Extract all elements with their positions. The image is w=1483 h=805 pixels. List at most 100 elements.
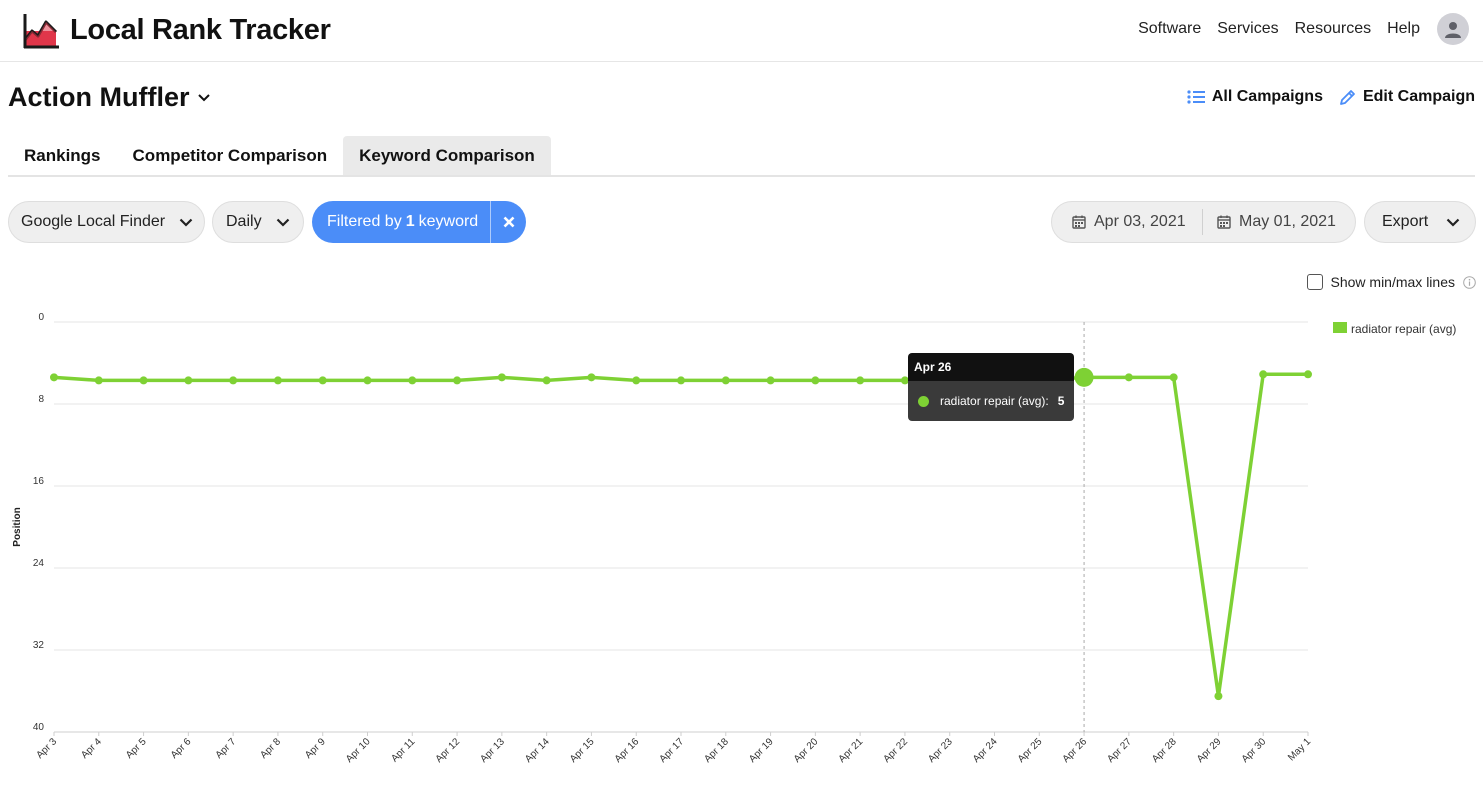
series-line <box>53 372 1308 698</box>
all-campaigns-label: All Campaigns <box>1211 88 1323 105</box>
x-tick-label: Apr 27 <box>1105 736 1134 765</box>
end-date-field[interactable]: May 01, 2021 <box>1217 201 1336 243</box>
nav-services[interactable]: Services <box>1217 20 1279 37</box>
x-tick-label: Apr 11 <box>389 736 417 764</box>
start-date-value: Apr 03, 2021 <box>1094 213 1186 230</box>
data-point <box>1214 692 1223 701</box>
x-tick-label: Apr 21 <box>837 736 866 765</box>
x-tick-label: Apr 19 <box>747 736 776 765</box>
x-tick-label: Apr 25 <box>1016 736 1045 765</box>
frequency-dropdown[interactable]: Daily <box>212 201 304 243</box>
y-tick-label: 16 <box>33 476 45 487</box>
all-campaigns-link[interactable]: All Campaigns <box>1187 88 1323 106</box>
tab-rankings[interactable]: Rankings <box>24 145 101 165</box>
brand[interactable]: Local Rank Tracker <box>22 10 331 50</box>
x-tick-label: Apr 23 <box>926 736 955 765</box>
chevron-down-icon <box>1446 218 1460 227</box>
x-tick-label: Apr 5 <box>124 736 149 761</box>
clear-filter-button[interactable] <box>491 201 526 243</box>
tooltip-row: radiator repair (avg): 5 <box>908 381 1074 421</box>
show-minmax-checkbox[interactable] <box>1306 274 1323 290</box>
x-tick-label: Apr 26 <box>1061 736 1090 765</box>
report-tabs: Rankings Competitor Comparison Keyword C… <box>8 136 1475 177</box>
data-point <box>497 373 506 382</box>
x-tick-label: Apr 16 <box>613 736 642 765</box>
x-tick-label: Apr 29 <box>1195 736 1224 765</box>
legend-swatch <box>1333 322 1347 333</box>
x-tick-label: Apr 24 <box>971 736 1000 765</box>
x-tick-label: Apr 14 <box>523 736 552 765</box>
x-tick-label: Apr 17 <box>658 736 687 765</box>
data-point <box>408 376 417 385</box>
x-tick-label: Apr 18 <box>702 736 731 765</box>
legend-label: radiator repair (avg) <box>1351 322 1456 336</box>
tooltip-series-dot <box>918 395 929 407</box>
edit-campaign-label: Edit Campaign <box>1362 88 1475 105</box>
pencil-icon <box>1340 89 1355 105</box>
info-icon[interactable] <box>1463 275 1476 289</box>
keyword-filter-chip: Filtered by 1 keyword <box>312 201 526 243</box>
x-tick-label: Apr 30 <box>1240 736 1269 765</box>
data-point <box>811 376 820 385</box>
filter-prefix: Filtered by <box>327 213 402 230</box>
x-tick-label: Apr 8 <box>258 736 283 761</box>
chevron-down-icon <box>276 218 289 227</box>
data-point <box>900 376 909 385</box>
x-tick-label: Apr 13 <box>478 736 507 765</box>
data-point <box>1304 370 1312 379</box>
data-point <box>363 376 372 385</box>
end-date-value: May 01, 2021 <box>1239 213 1336 230</box>
user-avatar[interactable] <box>1437 13 1469 45</box>
rank-chart: 0 8 16 24 32 40 Apr 3 Apr 4 Apr 5 Apr 6 Apr 7 Apr … <box>12 312 1456 765</box>
data-point <box>94 376 103 385</box>
tooltip-series-label: radiator repair (avg): <box>940 394 1049 408</box>
highlighted-point <box>1074 367 1094 387</box>
nav-software[interactable]: Software <box>1138 20 1202 37</box>
x-tick-label: Apr 7 <box>214 736 239 761</box>
y-tick-label: 0 <box>38 312 44 323</box>
campaign-selector[interactable]: Action Muffler <box>8 82 210 113</box>
x-tick-label: Apr 28 <box>1150 736 1179 765</box>
keyword-filter-button[interactable]: Filtered by 1 keyword <box>312 201 492 243</box>
date-range-picker: Apr 03, 2021 May 01, 2021 <box>1051 201 1356 243</box>
brand-logo-icon <box>23 14 59 49</box>
chart-legend[interactable]: radiator repair (avg) <box>1333 322 1456 336</box>
nav-resources[interactable]: Resources <box>1294 20 1372 37</box>
data-point <box>139 376 148 385</box>
filter-suffix: keyword <box>418 213 479 230</box>
export-dropdown[interactable]: Export <box>1364 201 1476 243</box>
y-tick-label: 24 <box>33 558 45 569</box>
y-axis-label: Position <box>12 507 23 546</box>
tab-keyword-comparison[interactable]: Keyword Comparison <box>343 136 551 175</box>
search-engine-dropdown[interactable]: Google Local Finder <box>8 201 205 243</box>
data-point <box>1259 370 1268 379</box>
tooltip-value: 5 <box>1057 394 1065 408</box>
data-point <box>542 376 551 385</box>
y-tick-label: 40 <box>33 722 45 733</box>
x-tick-label: Apr 6 <box>169 736 194 761</box>
tab-competitor-comparison[interactable]: Competitor Comparison <box>132 145 328 165</box>
x-tick-label: Apr 20 <box>792 736 821 765</box>
x-tick-label: Apr 10 <box>344 736 373 765</box>
frequency-value: Daily <box>226 213 262 230</box>
start-date-field[interactable]: Apr 03, 2021 <box>1052 201 1202 243</box>
top-navigation-bar: Local Rank Tracker Software Services Res… <box>0 0 1483 62</box>
y-tick-label: 32 <box>33 640 45 651</box>
chevron-down-icon <box>197 93 210 101</box>
show-minmax-label: Show min/max lines <box>1330 274 1456 290</box>
data-point <box>453 376 462 385</box>
chart-tooltip: Apr 26 radiator repair (avg): 5 <box>908 353 1074 421</box>
edit-campaign-link[interactable]: Edit Campaign <box>1339 88 1475 106</box>
calendar-icon <box>1072 215 1086 229</box>
campaign-actions: All Campaigns Edit Campaign <box>1171 88 1475 106</box>
data-point <box>632 376 641 385</box>
data-point <box>766 376 775 385</box>
data-point <box>677 376 685 385</box>
x-tick-label: Apr 9 <box>303 736 328 761</box>
filter-count: 1 <box>405 213 415 230</box>
list-icon <box>1187 90 1205 104</box>
data-point <box>1124 373 1133 382</box>
tooltip-date: Apr 26 <box>908 353 1074 381</box>
y-tick-label: 8 <box>38 394 44 405</box>
nav-help[interactable]: Help <box>1387 20 1420 37</box>
